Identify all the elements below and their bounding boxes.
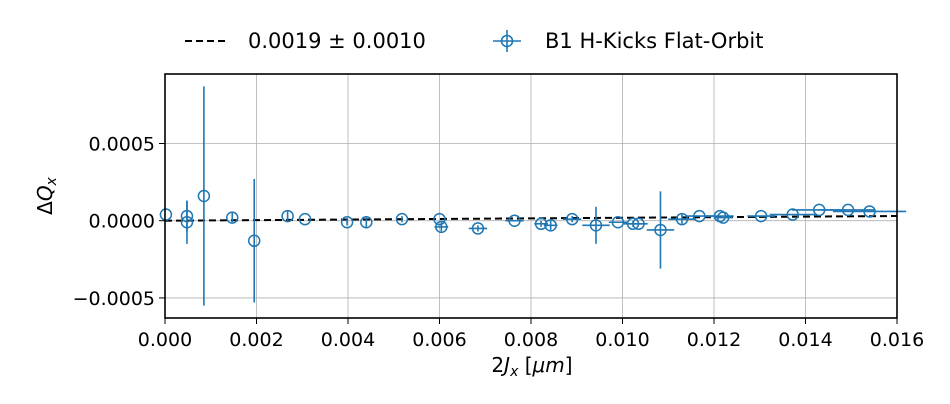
x-tick-label: 0.006	[412, 329, 466, 351]
x-tick-label: 0.016	[870, 329, 924, 351]
y-tick-label: −0.0005	[73, 288, 155, 310]
data-point	[181, 201, 192, 244]
legend: 0.0019 ± 0.0010 B1 H-Kicks Flat-Orbit	[185, 29, 763, 53]
data-point	[629, 218, 647, 229]
y-ticks: −0.0005 0.0000 0.0005	[73, 133, 165, 309]
legend-series-swatch	[493, 30, 521, 52]
x-tick-label: 0.000	[138, 329, 192, 351]
data-points-group	[160, 86, 906, 305]
data-point	[342, 217, 353, 228]
data-point	[747, 211, 774, 222]
y-tick-label: 0.0000	[89, 211, 155, 233]
y-tick-label: 0.0005	[89, 133, 155, 155]
data-point	[469, 223, 487, 234]
x-tick-label: 0.004	[321, 329, 375, 351]
data-point	[249, 179, 260, 303]
data-point	[647, 191, 674, 268]
data-point	[505, 215, 523, 226]
x-tick-label: 0.010	[595, 329, 649, 351]
x-axis-label: 2Jx [μm]	[491, 353, 572, 380]
data-point	[563, 214, 581, 225]
x-tick-label: 0.014	[778, 329, 832, 351]
data-point	[227, 212, 238, 223]
y-axis-label: ΔQx	[33, 176, 60, 214]
data-point	[582, 207, 609, 244]
x-tick-label: 0.008	[504, 329, 558, 351]
data-point	[434, 221, 448, 232]
legend-series-label: B1 H-Kicks Flat-Orbit	[545, 29, 763, 53]
data-point	[361, 217, 372, 228]
x-tick-label: 0.012	[687, 329, 741, 351]
x-tick-label: 0.002	[229, 329, 283, 351]
data-point	[282, 211, 293, 222]
data-point	[706, 211, 733, 222]
grid-lines	[165, 74, 897, 318]
data-point	[544, 220, 558, 231]
data-point	[160, 209, 171, 220]
x-ticks: 0.000 0.002 0.004 0.006 0.008 0.010 0.012 0.014…	[138, 318, 924, 351]
data-point	[714, 212, 732, 223]
legend-fit-label: 0.0019 ± 0.0010	[248, 29, 426, 53]
data-point	[198, 86, 209, 305]
point-marker	[160, 209, 171, 220]
